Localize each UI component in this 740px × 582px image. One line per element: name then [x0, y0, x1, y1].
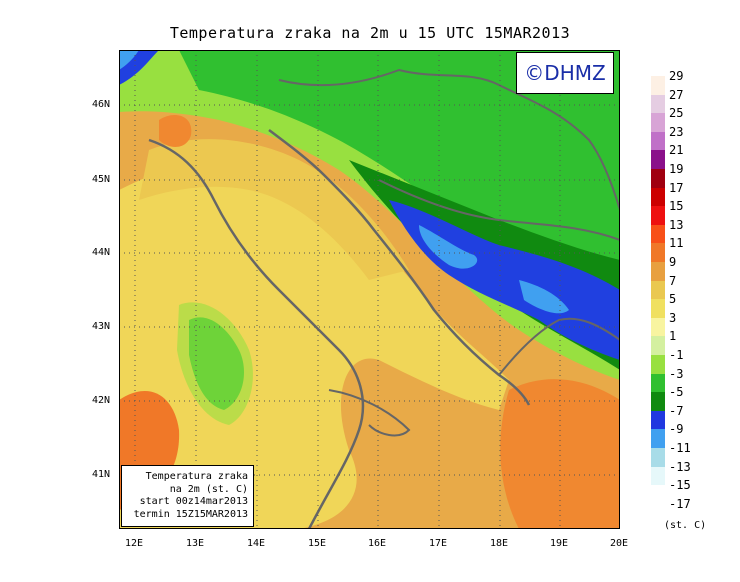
colorbar-swatch: [651, 466, 665, 486]
colorbar-swatch: [651, 410, 665, 430]
forecast-info-box: Temperatura zraka na 2m (st. C) start 00…: [121, 465, 254, 527]
colorbar-swatch: [651, 336, 665, 355]
colorbar-label: -17: [669, 496, 691, 511]
colorbar-label: -13: [669, 459, 691, 474]
lon-label-17e: 17E: [429, 538, 448, 549]
border-montenegro: [498, 317, 620, 376]
coastline-italy: [148, 138, 365, 529]
colorbar-swatch: [651, 131, 665, 151]
colorbar-label: 7: [669, 273, 677, 288]
colorbar-swatch: [651, 150, 665, 169]
alps-lightblue: [119, 50, 139, 70]
mountain-lightblue: [419, 225, 478, 269]
lon-label-20e: 20E: [610, 538, 629, 549]
colorbar-label: 13: [669, 217, 684, 232]
colorbar-label: -15: [669, 478, 691, 493]
colorbar-swatch: [651, 224, 665, 244]
north-orange-patch: [159, 115, 192, 147]
colorbar-label: 15: [669, 199, 684, 214]
coastline-gargano: [328, 389, 411, 437]
lat-label-44n: 44N: [92, 247, 111, 258]
colorbar-label: 19: [669, 162, 684, 176]
colorbar-label: -9: [669, 422, 684, 437]
colorbar-swatch: [651, 299, 665, 318]
colorbar-label: 1: [669, 329, 677, 344]
lat-label-45n: 45N: [92, 174, 111, 185]
colorbar-label: 9: [669, 255, 677, 269]
colorbar-swatch: [651, 169, 665, 188]
colorbar-label: -1: [669, 348, 684, 362]
temperature-map: [119, 50, 620, 529]
mountain-lightblue-2: [519, 280, 569, 314]
colorbar-swatch: [651, 206, 665, 225]
east-orange-patch: [500, 379, 620, 529]
colorbar-swatch: [651, 355, 665, 374]
colorbar-label: -11: [669, 441, 691, 455]
colorbar-swatch: [651, 448, 665, 467]
colorbar-swatch: [651, 262, 665, 281]
lon-label-15e: 15E: [308, 538, 327, 549]
colorbar-swatch: [651, 243, 665, 262]
lon-label-18e: 18E: [490, 538, 509, 549]
border-bosnia: [378, 179, 620, 241]
colorbar-label: 27: [669, 87, 684, 102]
colorbar-unit: (st. C): [664, 520, 707, 531]
lon-label-14e: 14E: [247, 538, 266, 549]
info-line-3: start 00z14mar2013: [139, 496, 248, 507]
lat-label-41n: 41N: [92, 469, 111, 480]
land-darkgreen: [179, 50, 620, 350]
colorbar-label: 3: [669, 310, 677, 325]
colorbar-swatch: [651, 373, 665, 393]
colorbar-label: 21: [669, 143, 684, 158]
graticule: [119, 50, 620, 529]
colorbar-swatch: [651, 429, 665, 448]
north-adriatic-yellow: [139, 139, 409, 280]
info-line-1: Temperatura zraka: [145, 471, 248, 482]
colorbar-swatch: [651, 187, 665, 207]
colorbar-label: 29: [669, 69, 684, 83]
colorbar-label: 11: [669, 236, 684, 251]
lon-label-16e: 16E: [368, 538, 387, 549]
border-north: [278, 68, 620, 211]
colorbar-label: 17: [669, 180, 684, 195]
colorbar-label: 25: [669, 106, 684, 121]
map-title: Temperatura zraka na 2m u 15 UTC 15MAR20…: [169, 24, 571, 42]
colorbar-swatch: [651, 94, 665, 114]
coastal-yellow-band: [119, 161, 509, 529]
dhmz-logo: ©DHMZ: [516, 52, 614, 94]
colorbar-swatch: [651, 317, 665, 337]
colorbar-swatch: [651, 280, 665, 300]
lon-label-12e: 12E: [125, 538, 144, 549]
colorbar-label: -7: [669, 403, 684, 418]
colorbar-label: 23: [669, 124, 684, 139]
colorbar-label: -3: [669, 366, 684, 381]
lat-label-42n: 42N: [92, 395, 111, 406]
lon-label-19e: 19E: [550, 538, 569, 549]
lon-label-13e: 13E: [186, 538, 205, 549]
info-line-2: na 2m (st. C): [169, 483, 248, 495]
lat-label-43n: 43N: [92, 321, 111, 332]
info-line-4: termin 15Z15MAR2013: [133, 508, 248, 520]
colorbar-swatch: [651, 76, 665, 95]
italy-lightgreen-patch: [177, 302, 253, 425]
colorbar-swatch: [651, 392, 665, 411]
colorbar-label: 5: [669, 292, 677, 307]
lat-label-46n: 46N: [92, 99, 111, 110]
colorbar-swatch: [651, 113, 665, 132]
colorbar-label: -5: [669, 385, 684, 400]
